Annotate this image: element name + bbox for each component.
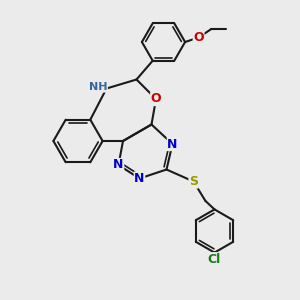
Text: Cl: Cl [208,253,221,266]
Text: N: N [167,137,178,151]
Text: O: O [151,92,161,106]
Text: S: S [189,175,198,188]
Text: O: O [193,31,204,44]
Text: N: N [113,158,124,172]
Text: N: N [134,172,145,185]
Text: NH: NH [89,82,107,92]
